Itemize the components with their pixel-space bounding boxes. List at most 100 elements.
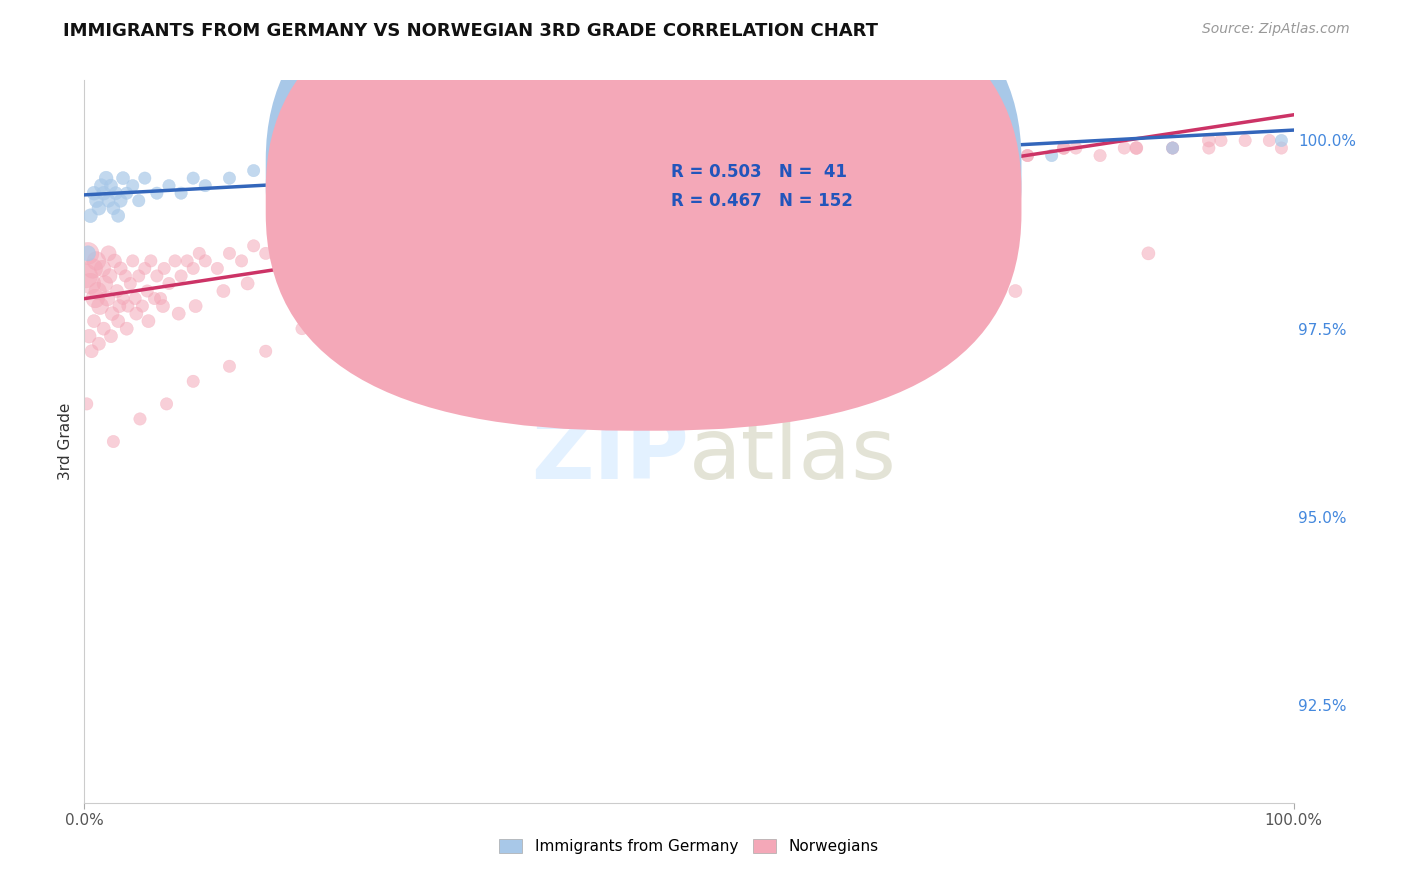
Point — [605, 156, 627, 170]
Point — [176, 253, 198, 268]
Point — [907, 141, 929, 155]
Text: ZIP: ZIP — [531, 415, 689, 498]
Point — [907, 148, 929, 162]
Point — [128, 268, 150, 283]
Point — [80, 344, 103, 359]
Point — [980, 141, 1002, 155]
Point — [412, 201, 434, 215]
Point — [153, 261, 176, 276]
Point — [920, 141, 942, 155]
Point — [920, 156, 942, 170]
Point — [872, 321, 894, 335]
Point — [278, 231, 301, 245]
Point — [762, 156, 785, 170]
Point — [291, 239, 314, 253]
Point — [1125, 141, 1147, 155]
Point — [1125, 141, 1147, 155]
Point — [544, 186, 567, 201]
Point — [76, 397, 98, 411]
Point — [423, 186, 446, 201]
Point — [738, 359, 761, 374]
Point — [86, 253, 108, 268]
Point — [1137, 246, 1160, 260]
Point — [436, 194, 458, 208]
Point — [291, 321, 314, 335]
Point — [1064, 141, 1087, 155]
Point — [436, 253, 458, 268]
Point — [799, 141, 821, 155]
Point — [138, 314, 160, 328]
Point — [181, 261, 204, 276]
Point — [690, 163, 713, 178]
Text: IMMIGRANTS FROM GERMANY VS NORWEGIAN 3RD GRADE CORRELATION CHART: IMMIGRANTS FROM GERMANY VS NORWEGIAN 3RD… — [63, 22, 879, 40]
Point — [134, 171, 156, 186]
Point — [146, 268, 169, 283]
Point — [83, 314, 105, 328]
Point — [1088, 148, 1111, 162]
Point — [155, 397, 177, 411]
Point — [112, 171, 135, 186]
Point — [170, 186, 193, 201]
FancyBboxPatch shape — [605, 145, 883, 232]
Point — [544, 224, 567, 238]
Point — [557, 156, 579, 170]
Point — [267, 239, 290, 253]
Point — [83, 186, 105, 201]
Point — [315, 163, 337, 178]
Point — [472, 201, 495, 215]
Point — [725, 186, 748, 201]
Point — [139, 253, 162, 268]
Point — [121, 253, 143, 268]
Point — [157, 277, 180, 291]
Point — [980, 141, 1002, 155]
Point — [146, 186, 169, 201]
Point — [157, 178, 180, 193]
Point — [872, 148, 894, 162]
Point — [399, 268, 422, 283]
Point — [75, 268, 97, 283]
Point — [346, 231, 368, 245]
Point — [134, 261, 156, 276]
Point — [399, 194, 422, 208]
Point — [107, 209, 129, 223]
Point — [104, 253, 127, 268]
FancyBboxPatch shape — [266, 0, 1022, 431]
Point — [110, 261, 132, 276]
Point — [399, 216, 422, 230]
Point — [103, 201, 125, 215]
Point — [1053, 141, 1076, 155]
Point — [738, 156, 761, 170]
Point — [86, 194, 108, 208]
Point — [799, 148, 821, 162]
Point — [352, 209, 374, 223]
Point — [90, 178, 112, 193]
Point — [181, 374, 204, 388]
Point — [218, 359, 240, 374]
Point — [1114, 141, 1136, 155]
Point — [194, 253, 217, 268]
Point — [91, 261, 114, 276]
Point — [120, 277, 142, 291]
Point — [170, 268, 193, 283]
Point — [121, 178, 143, 193]
Point — [967, 148, 990, 162]
Point — [328, 299, 350, 313]
Point — [1198, 141, 1220, 155]
Point — [1017, 148, 1039, 162]
Point — [94, 171, 117, 186]
Point — [1198, 133, 1220, 147]
Point — [97, 246, 120, 260]
Point — [654, 201, 676, 215]
Point — [557, 171, 579, 186]
Point — [254, 246, 277, 260]
Point — [1161, 141, 1184, 155]
Point — [1161, 141, 1184, 155]
Point — [702, 156, 724, 170]
Point — [242, 239, 264, 253]
Point — [309, 246, 332, 260]
Point — [82, 261, 104, 276]
Point — [218, 246, 240, 260]
Point — [835, 141, 858, 155]
Text: R = 0.503   N =  41: R = 0.503 N = 41 — [671, 163, 846, 181]
Point — [236, 277, 259, 291]
